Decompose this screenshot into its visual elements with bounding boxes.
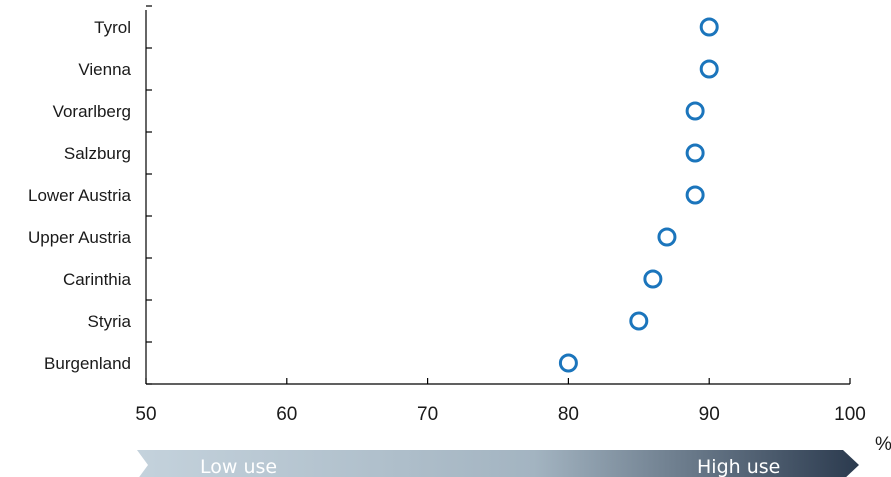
x-tick-label: 60	[276, 404, 297, 425]
x-tick-label: 50	[135, 404, 156, 425]
x-tick-labels: 50 60 70 80 90 100	[135, 404, 865, 425]
data-point	[629, 311, 649, 331]
data-point	[643, 269, 663, 289]
category-label: Burgenland	[44, 354, 131, 373]
data-point	[699, 17, 719, 37]
data-point	[558, 353, 578, 373]
usage-band: Low use High use	[137, 450, 859, 477]
category-label: Upper Austria	[28, 228, 132, 247]
data-points	[558, 17, 719, 373]
x-axis-unit-label: %	[875, 434, 891, 455]
category-label: Carinthia	[63, 270, 132, 289]
x-tick-label: 80	[558, 404, 579, 425]
category-label: Salzburg	[64, 144, 131, 163]
category-label: Vienna	[78, 60, 131, 79]
data-point	[685, 185, 705, 205]
category-label: Styria	[88, 312, 132, 331]
category-label: Vorarlberg	[53, 102, 131, 121]
category-label: Lower Austria	[28, 186, 132, 205]
y-axis-ticks	[146, 5, 152, 385]
x-axis-ticks	[145, 378, 851, 384]
data-point	[657, 227, 677, 247]
band-high-label: High use	[697, 456, 780, 477]
axes	[145, 10, 850, 385]
category-labels: Tyrol Vienna Vorarlberg Salzburg Lower Austr…	[28, 18, 132, 373]
data-point	[685, 143, 705, 163]
x-tick-label: 70	[417, 404, 438, 425]
category-label: Tyrol	[94, 18, 131, 37]
x-tick-label: 90	[699, 404, 720, 425]
x-tick-label: 100	[834, 404, 866, 425]
data-point	[685, 101, 705, 121]
band-low-label: Low use	[200, 456, 277, 477]
data-point	[699, 59, 719, 79]
usage-band-arrow	[137, 450, 859, 477]
